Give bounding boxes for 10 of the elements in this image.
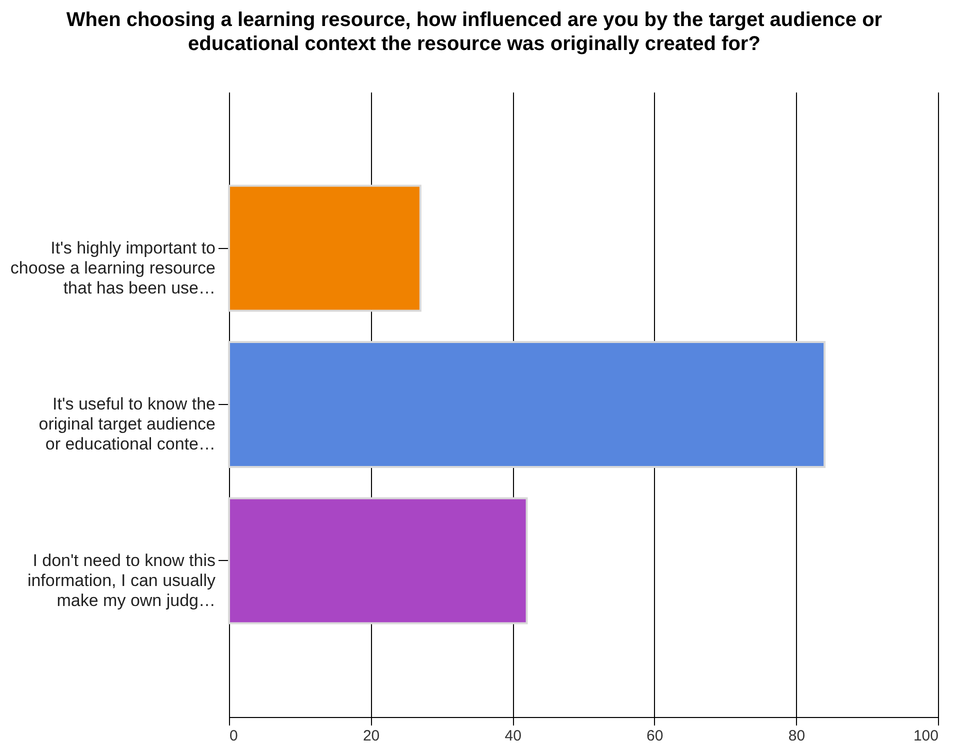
x-tick-label: 40 <box>504 728 522 744</box>
x-tick-label: 60 <box>646 728 664 744</box>
chart-title: When choosing a learning resource, how influenced are you by the target audience or educational context the resource was originally created for? <box>66 9 882 55</box>
y-tick-label: I don't need to know this information, I can usually make my own judg… <box>27 550 216 610</box>
y-tick-label: It's useful to know the original target audience or educational conte… <box>38 394 216 454</box>
x-tick-label: 20 <box>362 728 380 744</box>
x-tick-label: 0 <box>230 728 238 744</box>
y-tick-label: It's highly important to choose a learning resource that has been use… <box>10 238 216 298</box>
x-tick-label: 100 <box>913 728 938 744</box>
x-tick-label: 80 <box>788 728 806 744</box>
